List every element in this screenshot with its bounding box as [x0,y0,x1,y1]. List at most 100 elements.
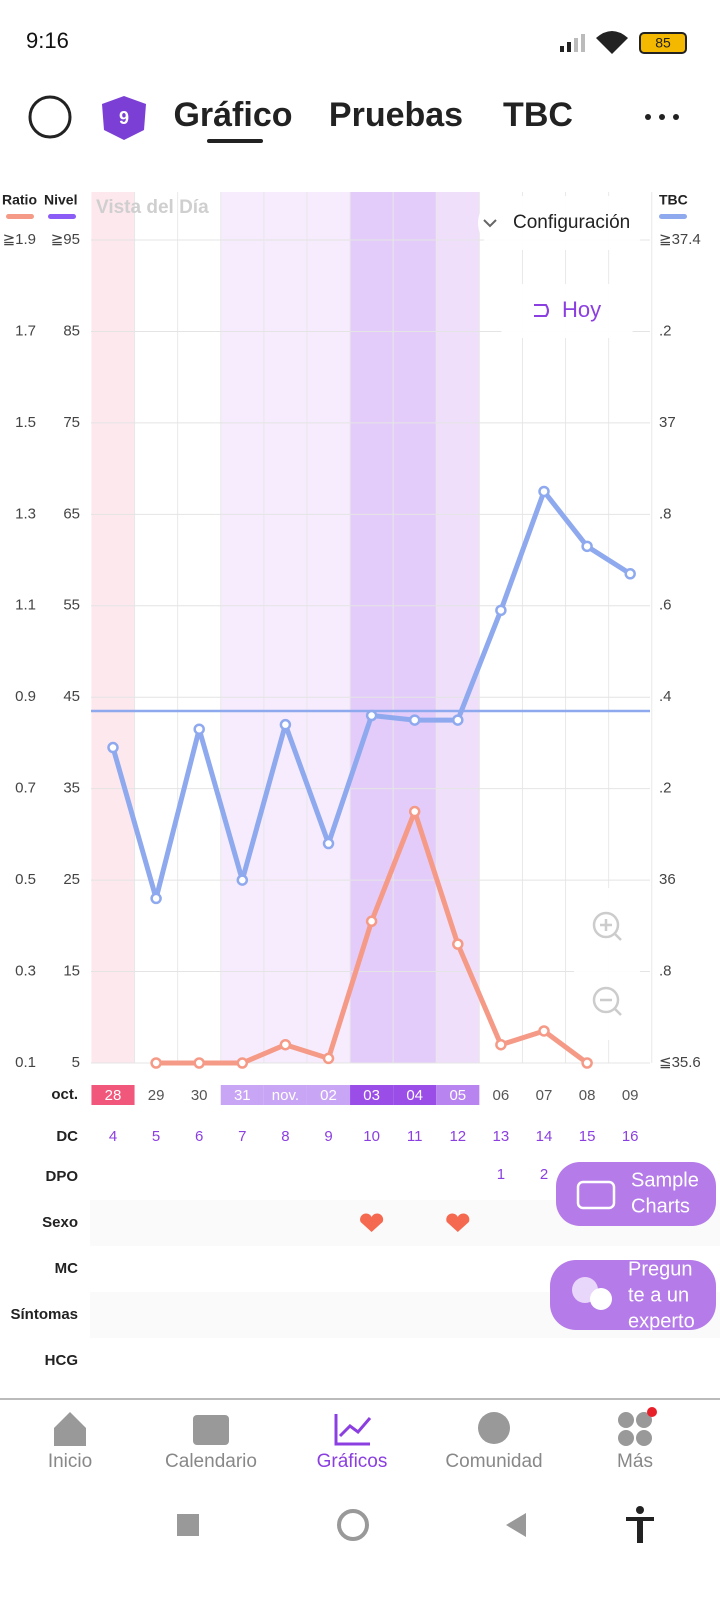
nivel-tick-label: 35 [63,780,80,797]
nivel-tick-label: 15 [63,963,80,980]
legend-swatch [659,214,687,219]
chart-title: Vista del Día [96,197,209,218]
dpo-value: 2 [540,1166,548,1183]
row-label: MC [55,1260,78,1277]
day-band [220,192,264,1063]
accessibility-button[interactable] [626,1506,654,1543]
plot [91,485,650,1069]
point [279,1038,292,1051]
dc-value: 4 [109,1128,117,1145]
point [495,1038,507,1051]
row-label: DPO [45,1168,78,1185]
more-menu[interactable] [645,114,679,120]
heart [446,1213,470,1232]
expert-button[interactable] [550,1260,716,1330]
grid [91,192,653,1064]
nivel-tick-label: 65 [63,505,80,522]
date-label: 09 [622,1087,639,1104]
zoom-out[interactable] [592,986,620,1014]
date-pill [220,1085,264,1105]
point [365,709,378,722]
profile-icon[interactable] [28,95,72,139]
dc-value: 12 [449,1128,466,1145]
ratio-tick-label: ≧1.9 [3,231,36,248]
ratio-tick-label: 0.9 [15,688,36,705]
today-button[interactable] [492,284,642,338]
point [193,723,205,735]
nav-label[interactable]: Comunidad [445,1451,542,1472]
nav-icons [54,1407,657,1446]
date-label: 04 [406,1087,423,1104]
nivel-tick-label: 85 [63,322,80,339]
nav-label[interactable]: Calendario [165,1451,257,1472]
ratio-tick-label: 1.3 [15,505,36,522]
ratio-tick-label: 0.3 [15,963,36,980]
nivel-tick-label: 5 [72,1054,80,1071]
legend-label: Nivel [44,192,77,208]
date-label: nov. [272,1087,299,1104]
nivel-tick-label: ≧95 [51,231,80,248]
point [107,741,119,754]
tbc-tick-label: .8 [659,505,672,522]
legend-label: Ratio [2,192,37,208]
tab-underline [207,139,263,143]
dc-value: 10 [363,1128,380,1145]
row-label: Sexo [42,1214,78,1231]
legend-swatch [6,214,34,219]
point [236,874,249,886]
config-label: Configuración [513,212,630,233]
point [538,485,550,498]
date-label: 02 [320,1087,337,1104]
date-label: 31 [234,1087,251,1104]
day-band [393,192,437,1063]
tab[interactable]: Gráfico [173,96,292,134]
day-band [436,192,480,1063]
ratio-tick-label: 0.5 [15,871,36,888]
zoom-in[interactable] [592,911,620,939]
dc-value: 9 [324,1128,332,1145]
nav-label[interactable]: Inicio [48,1451,92,1472]
today-label: Hoy [562,297,601,322]
row-label: DC [56,1128,78,1145]
ratio-tick-label: 1.5 [15,414,36,431]
nivel-tick-label: 55 [63,597,80,614]
ratio-tick-label: 1.1 [15,597,36,614]
tbc-tick-label: .4 [659,688,672,705]
zoom-panel [574,888,640,1040]
point [581,1057,593,1069]
date-label: 29 [148,1087,165,1104]
day-band [263,192,307,1063]
config-button[interactable] [478,196,646,250]
tab[interactable]: Pruebas [329,96,463,134]
level-badge[interactable] [102,96,146,140]
ratio-tick-label: 0.1 [15,1054,36,1071]
nav-label[interactable]: Más [617,1451,653,1472]
day-band [350,192,394,1063]
bottom-nav: Inicio Calendario Gráficos Comunidad Más [48,1451,653,1472]
point [452,714,464,726]
back-button[interactable] [506,1513,526,1537]
recents-button[interactable] [177,1514,199,1536]
point [538,1025,550,1037]
nivel-tick-label: 45 [63,688,80,705]
row-label: HCG [45,1352,78,1369]
home-button[interactable] [337,1509,369,1541]
nivel-tick-label: 75 [63,414,80,431]
day-band [306,192,351,1063]
point [581,540,593,553]
status-icons [560,31,687,54]
tbc-tick-label: ≦35.6 [659,1054,701,1071]
status-time: 9:16 [26,28,69,53]
nivel-tick-label: 25 [63,871,80,888]
dc-value: 13 [493,1128,510,1145]
battery-level: 85 [655,35,671,51]
tbc-tick-label: .2 [659,322,672,339]
nav-label[interactable]: Gráficos [317,1451,388,1472]
date-label: 05 [449,1087,466,1104]
day-band [91,192,135,1063]
tab[interactable]: TBC [503,96,573,134]
date-pill [306,1085,351,1105]
sample-charts-button[interactable] [556,1162,716,1226]
